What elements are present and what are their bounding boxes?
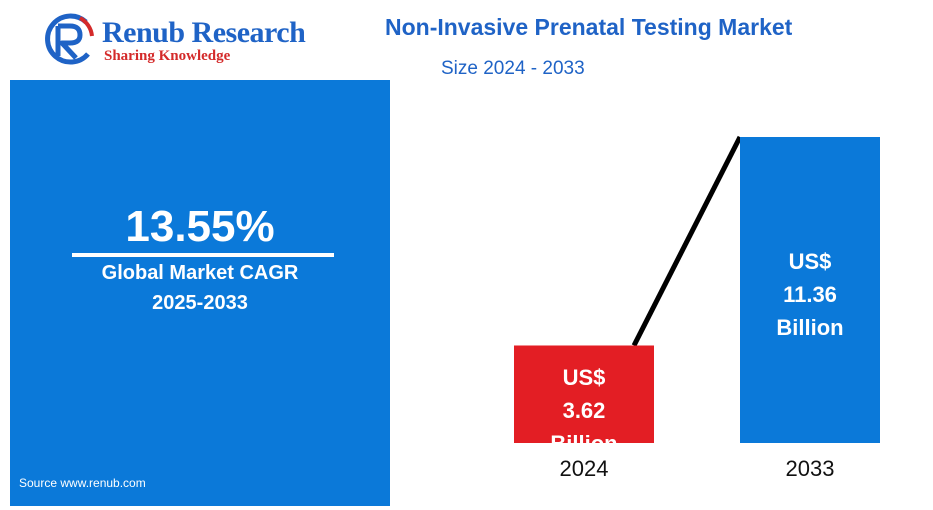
bar-value-line: US$ [562, 364, 606, 390]
market-size-chart: US$ 3.62 Billion 2024 US$ 11.36 Billion 2033 [400, 80, 933, 510]
cagr-period: 2025-2033 [152, 292, 248, 314]
bar-value-line: 3.62 [562, 397, 606, 423]
trend-line [631, 135, 743, 347]
x-tick-label-2033: 2033 [785, 456, 835, 481]
cagr-label: Global Market CAGR [101, 262, 299, 284]
source-note: Source www.renub.com [19, 476, 146, 490]
bar-value-line: Billion [776, 315, 844, 340]
bar-value-line: Billion [550, 430, 618, 456]
bar-2033 [740, 137, 880, 443]
logo-tagline: Sharing Knowledge [104, 48, 231, 64]
cagr-divider [72, 253, 334, 257]
cagr-panel: 13.55% Global Market CAGR 2025-2033 Sour… [10, 80, 390, 506]
bar-value-line: US$ [788, 249, 832, 274]
bar-value-line: 11.36 [783, 282, 837, 307]
bar-value-label-2024: US$ 3.62 Billion [514, 361, 654, 460]
chart-title: Non-Invasive Prenatal Testing Market [385, 14, 793, 40]
bar-2024 [514, 345, 654, 443]
logo-name: Renub Research [102, 16, 306, 49]
chart-canvas [514, 135, 880, 443]
renub-logo-icon [45, 13, 94, 65]
cagr-value: 13.55% [125, 202, 275, 251]
bar-value-label-2033: US$ 11.36 Billion [740, 245, 880, 344]
x-tick-label-2024: 2024 [559, 456, 609, 481]
chart-subtitle: Size 2024 - 2033 [441, 58, 585, 79]
renub-logo: Renub Research Sharing Knowledge [40, 10, 330, 70]
